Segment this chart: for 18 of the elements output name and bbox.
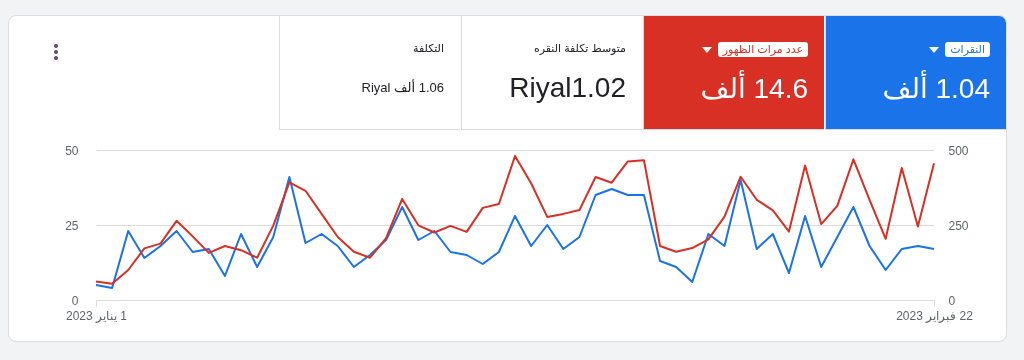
line-series [95,176,935,289]
text: Riyal1.02 [509,72,626,104]
y2-tick-label: 500 [948,143,969,158]
x-tick-label: 22 فبراير 2023 [896,308,974,323]
text: التكلفة [413,42,444,55]
x-tick-label: 1 يناير 2023 [65,308,128,323]
text: 1.06 ألف Riyal [361,80,444,95]
text: النقرات [945,42,990,57]
y-tick-label: 0 [71,293,79,308]
y2-tick-label: 250 [948,218,969,233]
y-tick-label: 50 [65,143,79,158]
text: 14.6 ألف [700,72,808,105]
text: عدد مرات الظهور [717,42,808,57]
y-tick-label: 25 [65,218,79,233]
y2-tick-label: 0 [948,293,956,308]
text: متوسط تكلفة النقره [533,42,626,55]
text: 1.04 ألف [882,72,990,105]
line-series [95,155,935,285]
